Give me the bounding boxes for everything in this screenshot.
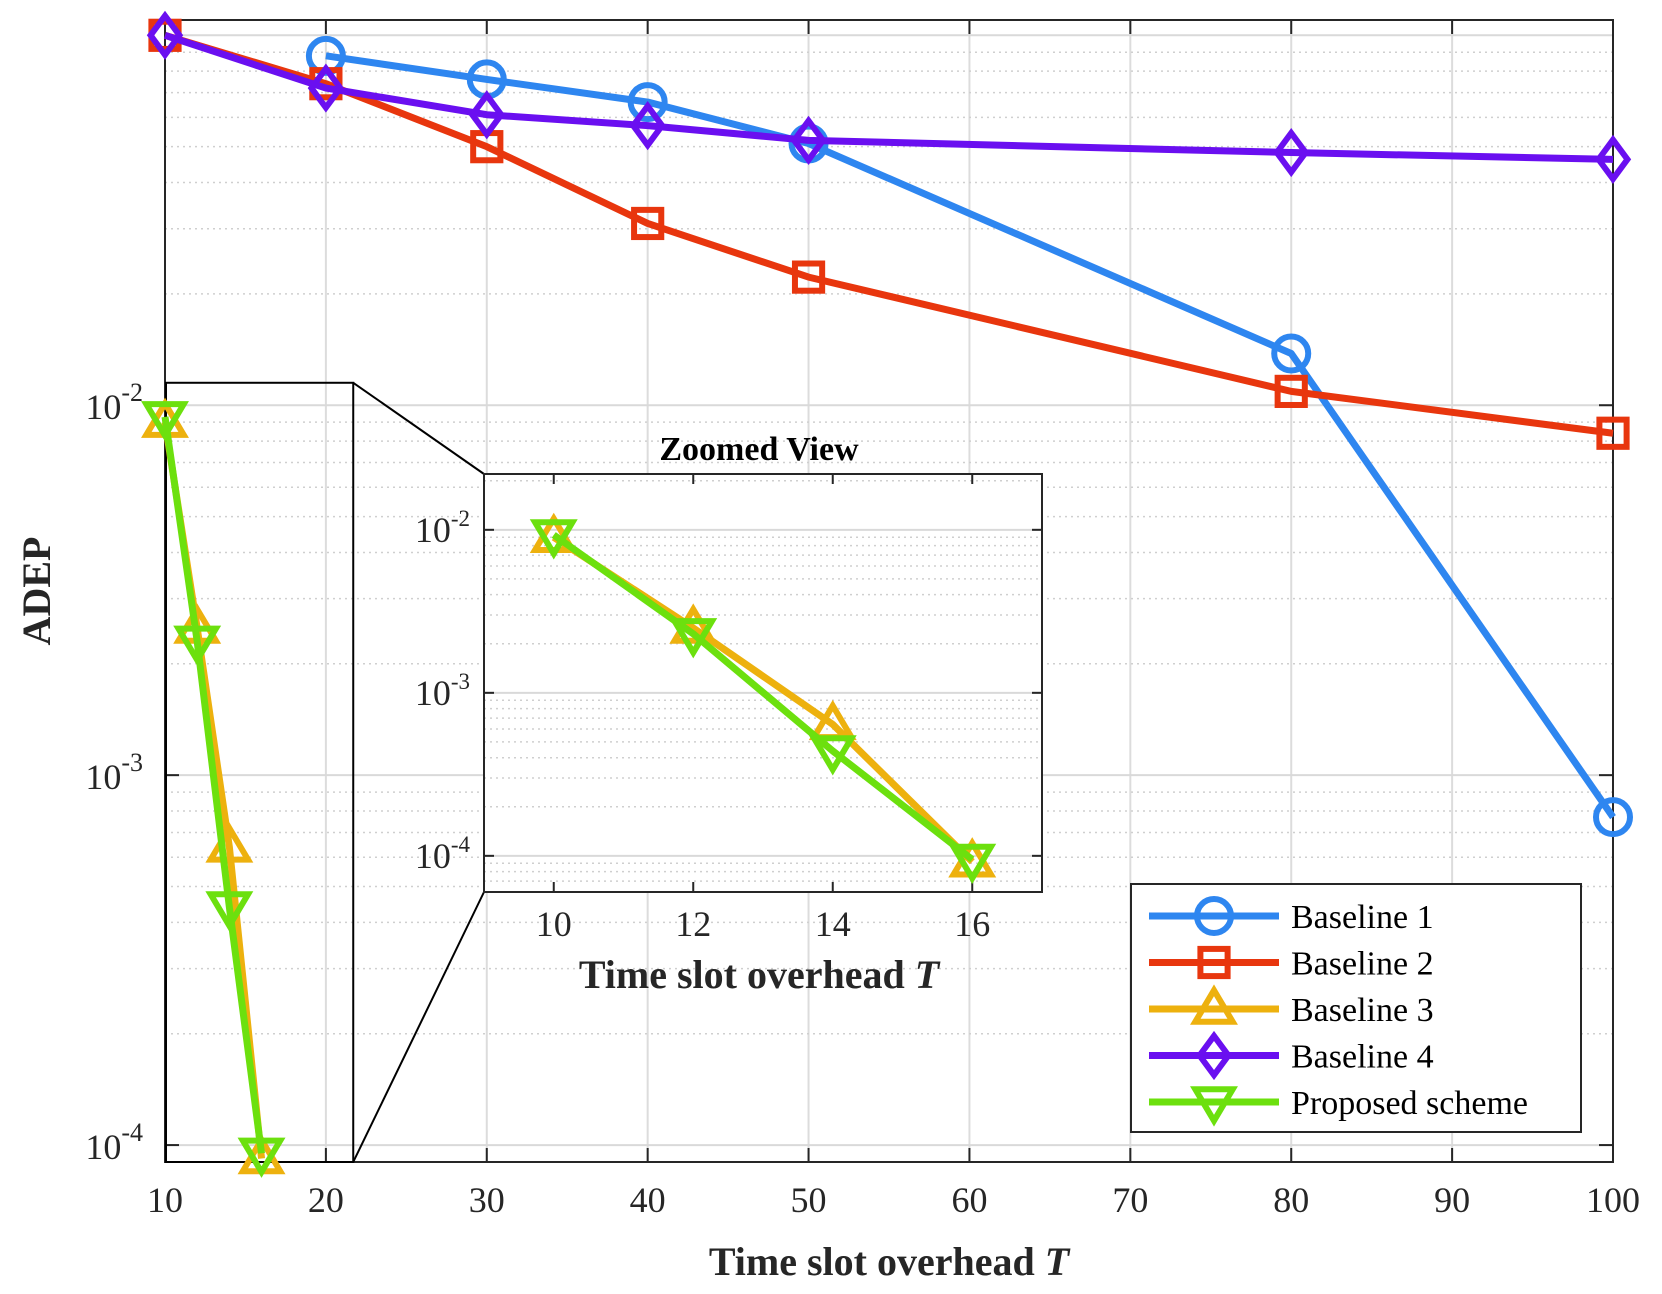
zoom-region-box	[165, 381, 355, 1163]
legend-item-baseline-2: Baseline 2	[1149, 946, 1434, 983]
data-point-baseline-4	[468, 90, 505, 140]
zoom-connector-line	[352, 891, 485, 1163]
inset-x-tick-label: 16	[954, 904, 990, 944]
data-point-baseline-4	[1273, 127, 1310, 178]
series-baseline-2	[148, 18, 1630, 450]
series-line-proposed-scheme	[161, 416, 266, 1154]
inset-x-axis-label-var: T	[915, 952, 941, 997]
x-tick-label: 10	[147, 1180, 183, 1220]
inset-y-tick-label: 10-3	[415, 669, 470, 713]
data-point-baseline-1	[627, 82, 668, 123]
inset-y-tick-label: 10-4	[415, 832, 471, 876]
data-point-baseline-1	[1593, 797, 1633, 838]
x-tick-label: 80	[1273, 1180, 1309, 1220]
x-tick-label: 50	[791, 1180, 827, 1220]
data-point-baseline-2	[791, 260, 826, 294]
data-point-baseline-2	[631, 206, 665, 241]
x-axis-label: Time slot overhead T	[709, 1239, 1071, 1284]
inset-data-point-proposed-scheme	[808, 735, 857, 776]
data-point-baseline-2	[1596, 416, 1630, 450]
legend: Baseline 1 Baseline 2 Baseline 3 Baseline 4…	[1130, 883, 1582, 1133]
inset-x-tick-label: 14	[815, 904, 851, 944]
x-tick-label: 40	[630, 1180, 666, 1220]
inset-x-axis-label: Time slot overhead T	[579, 952, 941, 997]
inset-series-line-proposed-scheme	[551, 532, 975, 863]
legend-swatch-marker	[1190, 984, 1238, 1025]
series-line-baseline-4	[163, 31, 1614, 163]
legend-item-baseline-1: Baseline 1	[1149, 896, 1434, 936]
x-tick-label: 60	[951, 1180, 987, 1220]
inset-x-tick-label: 10	[536, 904, 572, 944]
legend-swatch-marker	[1195, 1030, 1233, 1081]
legend-swatch-marker	[1190, 1086, 1238, 1127]
inset-data-point-proposed-scheme	[948, 843, 997, 885]
inset-axes-frame	[483, 473, 1043, 893]
y-tick-exponent: -2	[121, 378, 143, 407]
series-line-baseline-1	[325, 52, 1616, 820]
x-tick-label: 70	[1112, 1180, 1148, 1220]
inset-x-tick-label: 12	[675, 904, 711, 944]
data-point-baseline-4	[146, 10, 184, 60]
data-point-proposed-scheme	[141, 401, 189, 442]
data-point-proposed-scheme	[237, 1137, 286, 1178]
legend-item-baseline-4: Baseline 4	[1149, 1030, 1434, 1081]
inset-data-point-proposed-scheme	[529, 519, 578, 560]
inset-y-tick-label: 10-2	[415, 506, 470, 550]
inset-background	[484, 474, 1042, 892]
inset-title: Zoomed View	[659, 431, 859, 468]
legend-swatch-marker	[1194, 896, 1234, 936]
inset-y-tick-exponent: -2	[451, 506, 470, 531]
y-tick-label: 10-2	[85, 378, 143, 427]
legend-label: Proposed scheme	[1291, 1085, 1528, 1122]
legend-label: Baseline 1	[1291, 899, 1434, 936]
series-proposed-scheme	[141, 401, 286, 1178]
data-point-baseline-4	[1594, 134, 1632, 184]
x-tick-label: 90	[1434, 1180, 1470, 1220]
legend-label: Baseline 3	[1291, 992, 1434, 1029]
inset-y-tick-exponent: -4	[451, 832, 471, 857]
legend-swatch-marker	[1197, 945, 1231, 980]
y-tick-exponent: -3	[121, 748, 143, 777]
y-tick-label: 10-3	[85, 748, 143, 797]
legend-label: Baseline 4	[1291, 1039, 1434, 1076]
x-tick-label: 30	[469, 1180, 505, 1220]
inset-series-proposed-scheme	[529, 519, 997, 885]
zoom-connector-line	[352, 381, 485, 475]
legend-item-proposed-scheme: Proposed scheme	[1149, 1085, 1528, 1127]
x-tick-label: 20	[308, 1180, 344, 1220]
series-line-baseline-2	[163, 31, 1614, 437]
y-tick-label: 10-4	[85, 1118, 143, 1167]
data-point-baseline-2	[1274, 374, 1308, 408]
x-tick-label: 100	[1586, 1180, 1640, 1220]
zoomed-inset: Zoomed View 10 12 14 16 10-4 10-3 10-2 Time slot…	[415, 431, 1043, 997]
data-point-baseline-1	[1271, 333, 1312, 374]
y-tick-exponent: -4	[121, 1118, 143, 1147]
y-axis-label: ADEP	[14, 537, 59, 646]
inset-y-tick-exponent: -3	[451, 669, 470, 694]
legend-label: Baseline 2	[1291, 946, 1434, 983]
inset-data-point-proposed-scheme	[669, 618, 718, 659]
legend-item-baseline-3: Baseline 3	[1149, 984, 1434, 1029]
data-point-baseline-4	[790, 115, 827, 165]
series-baseline-4	[146, 10, 1632, 184]
data-point-baseline-4	[307, 63, 345, 113]
x-axis-label-var: T	[1045, 1239, 1071, 1284]
data-point-baseline-4	[629, 101, 666, 151]
data-point-proposed-scheme	[173, 625, 222, 666]
data-point-proposed-scheme	[205, 891, 254, 932]
